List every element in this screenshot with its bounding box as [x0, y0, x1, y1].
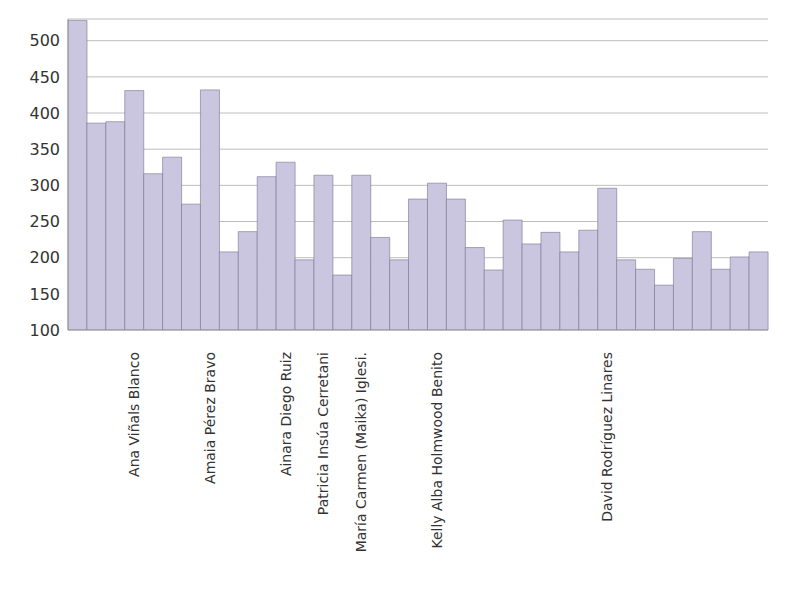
- svg-text:Amaia Pérez Bravo: Amaia Pérez Bravo: [202, 352, 218, 484]
- svg-text:200: 200: [29, 248, 60, 267]
- svg-text:150: 150: [29, 285, 60, 304]
- svg-text:María Carmen (Maika) Iglesi.: María Carmen (Maika) Iglesi.: [353, 352, 369, 552]
- svg-text:David Rodríguez Linares: David Rodríguez Linares: [599, 352, 615, 522]
- svg-text:300: 300: [29, 176, 60, 195]
- svg-text:Kelly Alba Holmwood Benito: Kelly Alba Holmwood Benito: [429, 352, 445, 549]
- svg-text:Ana Viñals Blanco: Ana Viñals Blanco: [126, 352, 142, 477]
- svg-text:Ainara Diego Ruiz: Ainara Diego Ruiz: [278, 352, 294, 476]
- svg-text:100: 100: [29, 321, 60, 340]
- svg-text:500: 500: [29, 31, 60, 50]
- svg-text:Patricia Insúa Cerretani: Patricia Insúa Cerretani: [315, 352, 331, 515]
- svg-text:400: 400: [29, 104, 60, 123]
- svg-text:450: 450: [29, 68, 60, 87]
- svg-text:350: 350: [29, 140, 60, 159]
- svg-text:250: 250: [29, 212, 60, 231]
